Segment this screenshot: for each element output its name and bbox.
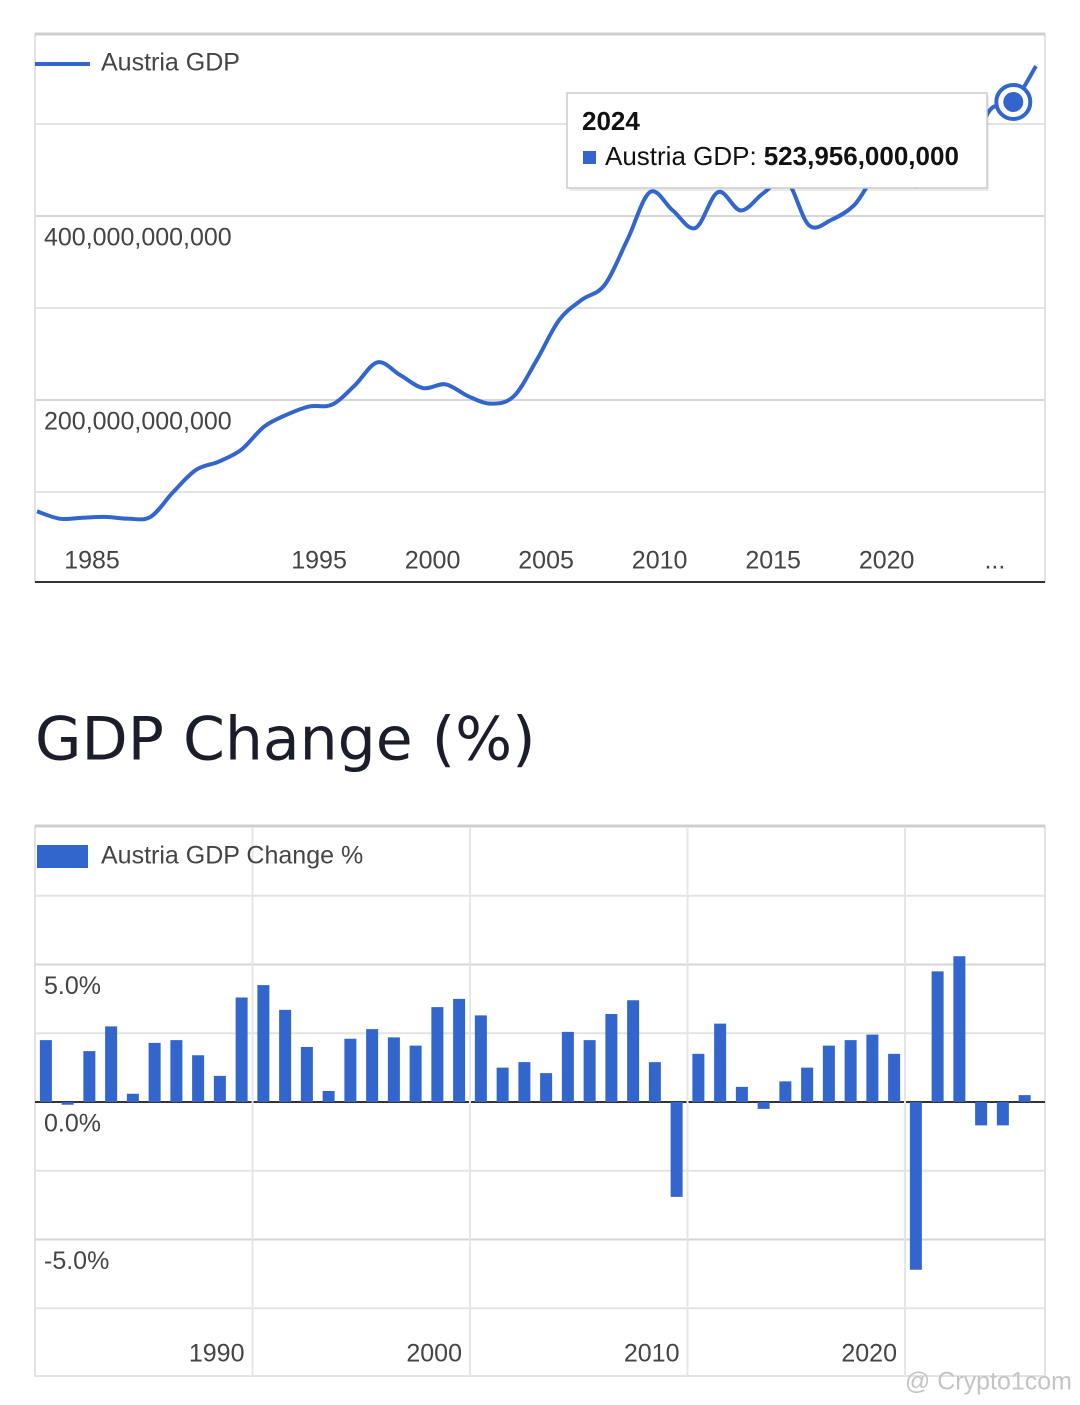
bar	[213, 1075, 226, 1102]
bar	[279, 1009, 292, 1102]
bar	[366, 1029, 379, 1102]
bar	[975, 1102, 988, 1126]
bar	[170, 1040, 183, 1102]
bar	[105, 1026, 118, 1102]
tooltip	[566, 92, 988, 189]
watermark: @ Crypto1com	[905, 1368, 1072, 1396]
x-tick-label: 2010	[624, 1340, 680, 1368]
x-tick-label: 1985	[64, 547, 120, 575]
bar	[1018, 1095, 1031, 1102]
x-tick-label: 2000	[406, 1340, 462, 1368]
bar	[866, 1034, 879, 1102]
bar	[518, 1062, 531, 1102]
x-tick-label: 2010	[632, 547, 688, 575]
y-tick-label: 400,000,000,000	[44, 224, 232, 252]
bar	[605, 1014, 618, 1102]
bar	[322, 1091, 335, 1102]
x-tick-label: 2020	[859, 547, 915, 575]
bar	[844, 1040, 857, 1102]
bar	[888, 1053, 901, 1102]
bar	[540, 1073, 553, 1102]
bar	[931, 971, 944, 1102]
x-tick-label: ...	[984, 547, 1005, 575]
bar	[257, 985, 270, 1102]
bar	[148, 1042, 161, 1102]
bar	[39, 1040, 52, 1102]
bar	[779, 1081, 792, 1102]
tooltip-swatch	[583, 151, 596, 164]
bar	[496, 1067, 509, 1102]
grid	[35, 827, 1045, 1376]
bar	[909, 1102, 922, 1270]
tooltip-title: 2024	[582, 106, 640, 136]
bar	[996, 1102, 1009, 1126]
y-tick-label: -5.0%	[44, 1247, 109, 1275]
grid	[35, 123, 1045, 493]
bar	[648, 1062, 661, 1102]
bar	[300, 1047, 313, 1102]
bar	[235, 997, 248, 1102]
bar	[61, 1102, 74, 1105]
tooltip-label: Austria GDP:	[605, 141, 757, 171]
x-tick-label: 2000	[405, 547, 461, 575]
bar	[387, 1037, 400, 1102]
tooltip-value: 523,956,000,000	[764, 141, 959, 171]
bar	[801, 1067, 814, 1102]
x-tick-label: 1995	[291, 547, 347, 575]
bar	[953, 956, 966, 1102]
y-tick-label: 200,000,000,000	[44, 408, 232, 436]
bar	[822, 1045, 835, 1102]
bar	[474, 1015, 487, 1102]
bar	[561, 1031, 574, 1102]
bar	[83, 1051, 96, 1102]
bar	[431, 1007, 444, 1102]
bar	[714, 1023, 727, 1102]
y-tick-label: 5.0%	[44, 972, 101, 1000]
bar	[757, 1102, 770, 1109]
bar	[583, 1040, 596, 1102]
legend-label: Austria GDP Change %	[101, 842, 363, 870]
bar	[627, 1000, 640, 1102]
x-tick-label: 2020	[841, 1340, 897, 1368]
bar	[409, 1045, 422, 1102]
bar	[126, 1093, 139, 1102]
section-title: GDP Change (%)	[35, 705, 536, 775]
hover-point	[1003, 91, 1024, 112]
legend-swatch	[37, 845, 88, 868]
bar	[735, 1086, 748, 1102]
x-tick-label: 2005	[518, 547, 574, 575]
bar	[192, 1055, 205, 1102]
y-tick-label: 0.0%	[44, 1110, 101, 1138]
bar	[692, 1053, 705, 1102]
bar	[453, 998, 466, 1102]
legend-label: Austria GDP	[101, 49, 240, 77]
x-tick-label: 1990	[189, 1340, 245, 1368]
x-tick-label: 2015	[745, 547, 801, 575]
bar	[344, 1038, 357, 1102]
bar	[670, 1102, 683, 1197]
